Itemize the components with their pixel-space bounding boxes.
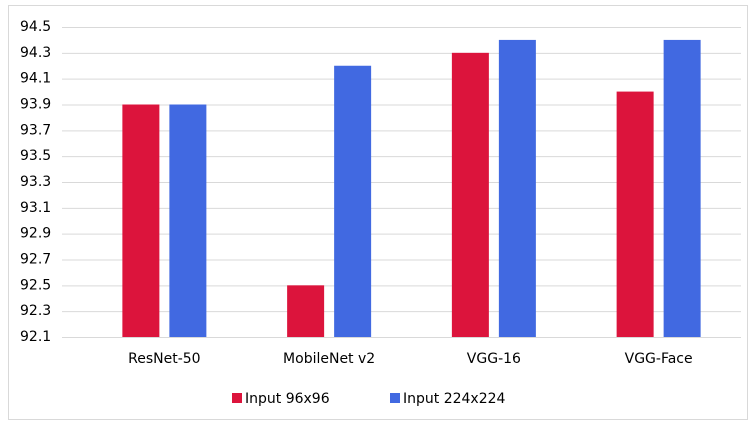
y-tick-label: 94.3	[20, 45, 51, 61]
x-tick-label: VGG-Face	[625, 351, 693, 367]
bar	[498, 39, 536, 338]
bar	[663, 39, 701, 338]
bar	[616, 91, 654, 337]
x-tick-label: VGG-16	[467, 351, 521, 367]
y-tick-label: 93.9	[20, 97, 51, 113]
y-tick-label: 92.9	[20, 226, 51, 242]
legend-swatch	[390, 393, 400, 403]
legend-label: Input 96x96	[245, 391, 330, 407]
bar	[287, 285, 325, 337]
y-tick-label: 93.1	[20, 200, 51, 216]
y-tick-label: 93.5	[20, 148, 51, 164]
y-tick-label: 94.5	[20, 19, 51, 35]
y-tick-label: 92.5	[20, 277, 51, 293]
bar	[169, 104, 207, 337]
bar	[122, 104, 160, 337]
legend-label: Input 224x224	[403, 391, 506, 407]
x-tick-label: MobileNet v2	[283, 351, 375, 367]
y-tick-label: 92.7	[20, 252, 51, 268]
x-tick-label: ResNet-50	[128, 351, 200, 367]
y-tick-label: 93.7	[20, 122, 51, 138]
bar	[334, 65, 372, 337]
legend-swatch	[232, 393, 242, 403]
y-tick-label: 92.1	[20, 329, 51, 345]
y-tick-label: 94.1	[20, 71, 51, 87]
y-tick-label: 93.3	[20, 174, 51, 190]
bar	[451, 52, 489, 337]
y-tick-label: 92.3	[20, 303, 51, 319]
